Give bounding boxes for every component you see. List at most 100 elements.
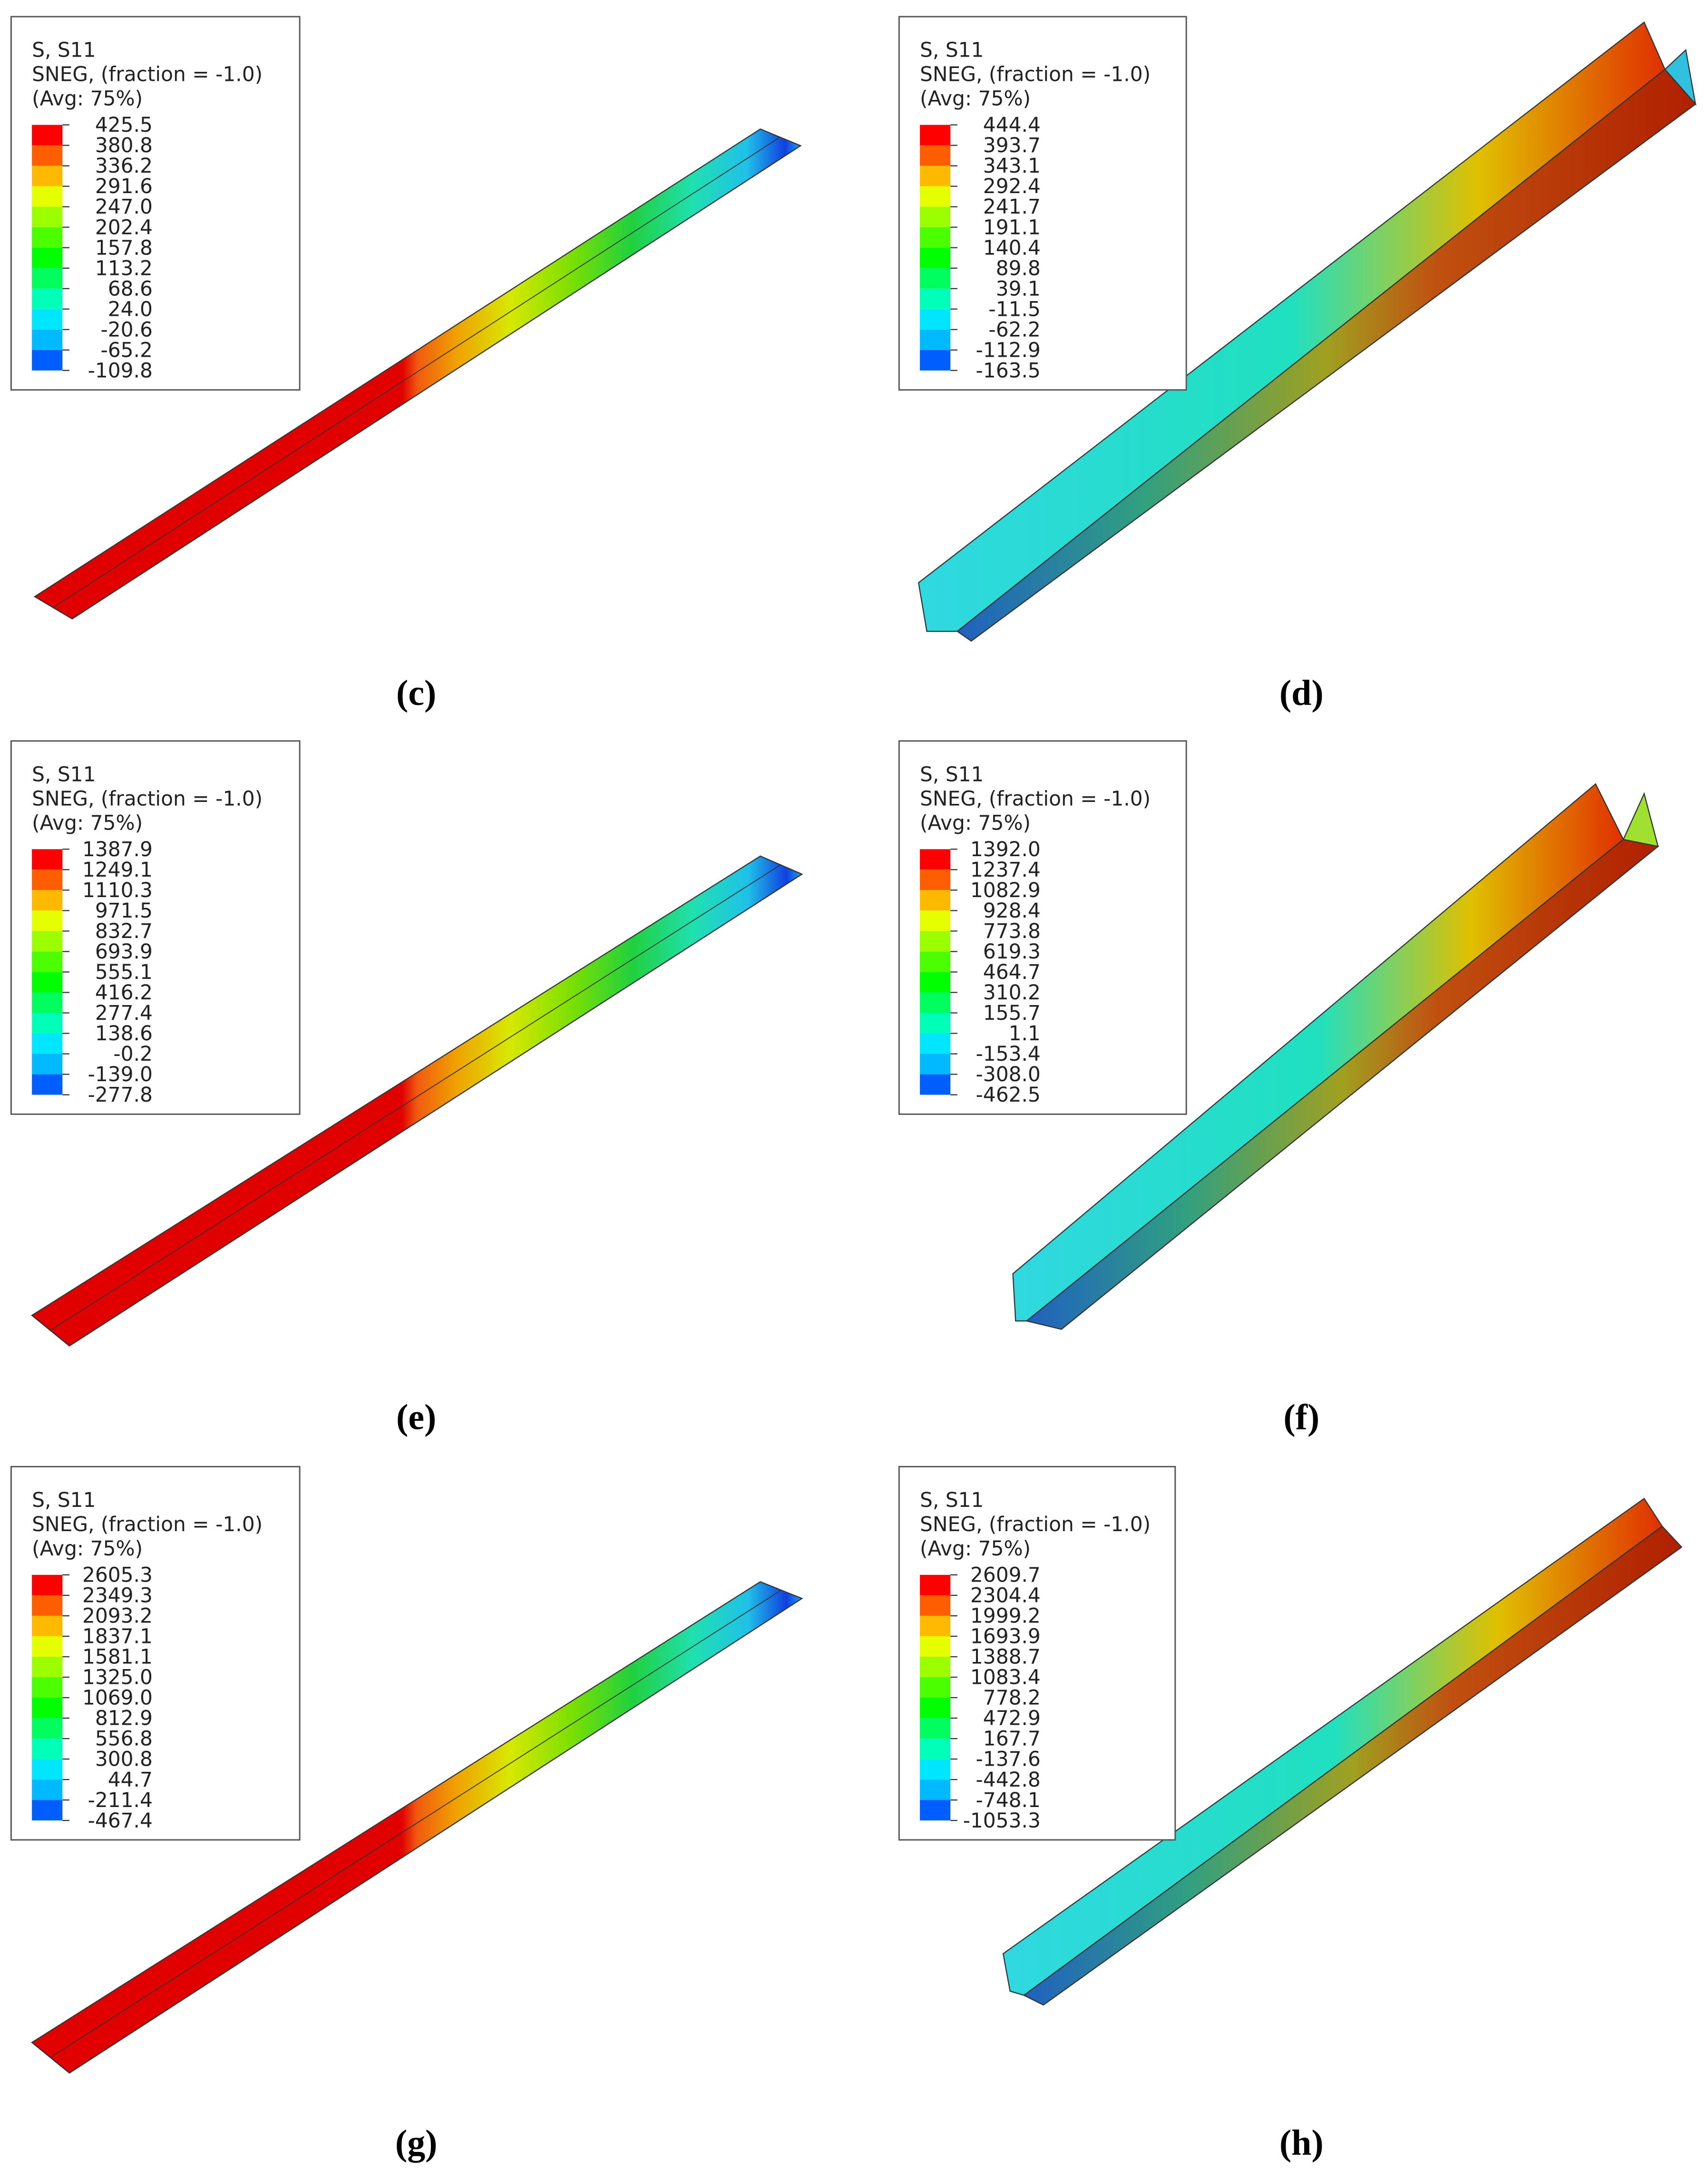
legend-swatch <box>920 1759 951 1780</box>
legend-value: 1837.1 <box>82 1625 153 1648</box>
legend-value: 241.7 <box>983 195 1041 218</box>
legend-value: -62.2 <box>988 318 1040 341</box>
legend-value: 44.7 <box>108 1768 153 1791</box>
legend-value: -0.2 <box>113 1042 153 1065</box>
legend-swatch <box>920 247 951 268</box>
legend-value: 1388.7 <box>970 1645 1041 1669</box>
legend-swatch <box>920 951 951 972</box>
legend-value: 140.4 <box>983 236 1041 259</box>
legend-swatch <box>32 1739 63 1759</box>
legend-swatch <box>920 1636 951 1657</box>
legend-swatch <box>920 145 951 166</box>
legend-title: SNEG, (fraction = -1.0) <box>32 787 263 810</box>
legend-value: 773.8 <box>983 919 1041 943</box>
legend-swatch <box>920 309 951 330</box>
legend-value: 472.9 <box>983 1707 1041 1730</box>
legend-value: 555.1 <box>95 960 153 984</box>
legend-swatch <box>920 910 951 931</box>
legend-value: 1110.3 <box>82 879 153 902</box>
legend-swatch <box>32 1800 63 1821</box>
legend-value: 2605.3 <box>82 1563 153 1586</box>
legend-value: -748.1 <box>976 1788 1041 1812</box>
legend-swatch <box>32 227 63 248</box>
legend-value: 444.4 <box>983 113 1041 137</box>
legend-swatch <box>920 268 951 289</box>
legend-swatch <box>32 268 63 289</box>
legend-value: 336.2 <box>95 154 153 177</box>
legend-swatch <box>32 931 63 952</box>
legend-swatch <box>920 1054 951 1075</box>
legend-value: 416.2 <box>95 981 153 1004</box>
legend-swatch <box>32 1677 63 1698</box>
legend-value: 155.7 <box>983 1001 1041 1025</box>
legend-value: 2093.2 <box>82 1604 153 1628</box>
legend-swatch <box>32 849 63 870</box>
legend-swatch <box>32 1013 63 1034</box>
legend-swatch <box>32 247 63 268</box>
legend-swatch <box>32 145 63 166</box>
legend-title: SNEG, (fraction = -1.0) <box>920 1513 1151 1536</box>
caption: (c) <box>396 673 436 713</box>
legend-swatch <box>32 1636 63 1657</box>
legend-value: 619.3 <box>983 940 1041 963</box>
legend-swatch <box>32 125 63 146</box>
legend-swatch <box>920 1595 951 1616</box>
legend-value: 1083.4 <box>970 1666 1041 1689</box>
legend-swatch <box>920 1698 951 1719</box>
legend-value: -112.9 <box>976 338 1041 362</box>
legend-title: SNEG, (fraction = -1.0) <box>32 1513 263 1536</box>
legend-value: -163.5 <box>976 359 1041 382</box>
legend-swatch <box>32 166 63 186</box>
legend-swatch <box>32 870 63 890</box>
legend-swatch <box>920 1657 951 1678</box>
legend-value: -137.6 <box>976 1748 1041 1771</box>
legend-swatch <box>920 186 951 207</box>
legend-swatch <box>32 1718 63 1739</box>
legend-swatch <box>920 1013 951 1034</box>
legend-value: 24.0 <box>108 297 153 321</box>
legend-swatch <box>920 972 951 993</box>
legend-value: 292.4 <box>983 175 1041 198</box>
legend-value: 1.1 <box>1009 1022 1041 1045</box>
legend-value: 1237.4 <box>970 858 1041 881</box>
legend-value: 928.4 <box>983 899 1041 922</box>
legend-value: 291.6 <box>95 175 153 198</box>
legend-title: S, S11 <box>32 39 96 62</box>
legend-value: 971.5 <box>95 899 153 922</box>
legend-value: 2304.4 <box>970 1584 1041 1607</box>
legend-swatch <box>920 227 951 248</box>
legend-value: 39.1 <box>996 277 1041 300</box>
legend-value: -1053.3 <box>963 1809 1041 1832</box>
legend-value: 2349.3 <box>82 1584 153 1607</box>
legend-value: 556.8 <box>95 1727 153 1750</box>
legend-value: 157.8 <box>95 236 153 259</box>
legend-swatch <box>32 186 63 207</box>
legend-swatch <box>920 1615 951 1636</box>
legend-swatch <box>920 1677 951 1698</box>
legend-value: 113.2 <box>95 256 153 280</box>
legend-swatch <box>32 951 63 972</box>
legend-value: 1082.9 <box>970 879 1041 902</box>
legend-swatch <box>920 1779 951 1800</box>
legend-title: (Avg: 75%) <box>32 87 143 110</box>
legend-value: 68.6 <box>108 277 153 300</box>
legend-value: -153.4 <box>976 1042 1041 1065</box>
legend-value: 812.9 <box>95 1707 153 1730</box>
legend-value: 202.4 <box>95 215 153 239</box>
legend-value: 425.5 <box>95 113 153 137</box>
legend-swatch <box>920 1574 951 1595</box>
legend-title: (Avg: 75%) <box>32 811 143 834</box>
legend-swatch <box>32 992 63 1013</box>
legend-value: 343.1 <box>983 154 1041 177</box>
legend-title: SNEG, (fraction = -1.0) <box>32 63 263 86</box>
legend-swatch <box>32 288 63 309</box>
legend-value: -109.8 <box>88 359 153 382</box>
legend-value: -277.8 <box>88 1083 153 1106</box>
legend-value: 693.9 <box>95 940 153 963</box>
channel-h <box>1002 1497 1683 2006</box>
caption: (d) <box>1279 673 1324 713</box>
legend-swatch <box>920 125 951 146</box>
legend-swatch <box>32 1574 63 1595</box>
